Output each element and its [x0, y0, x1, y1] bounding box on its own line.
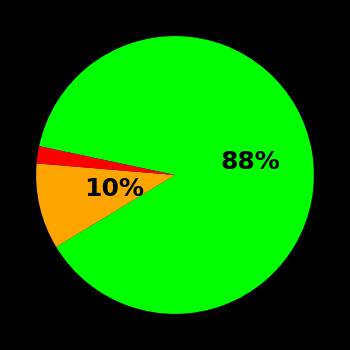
- Wedge shape: [37, 146, 175, 175]
- Text: 10%: 10%: [84, 177, 144, 201]
- Wedge shape: [39, 36, 314, 314]
- Wedge shape: [36, 163, 175, 247]
- Text: 88%: 88%: [220, 150, 280, 174]
